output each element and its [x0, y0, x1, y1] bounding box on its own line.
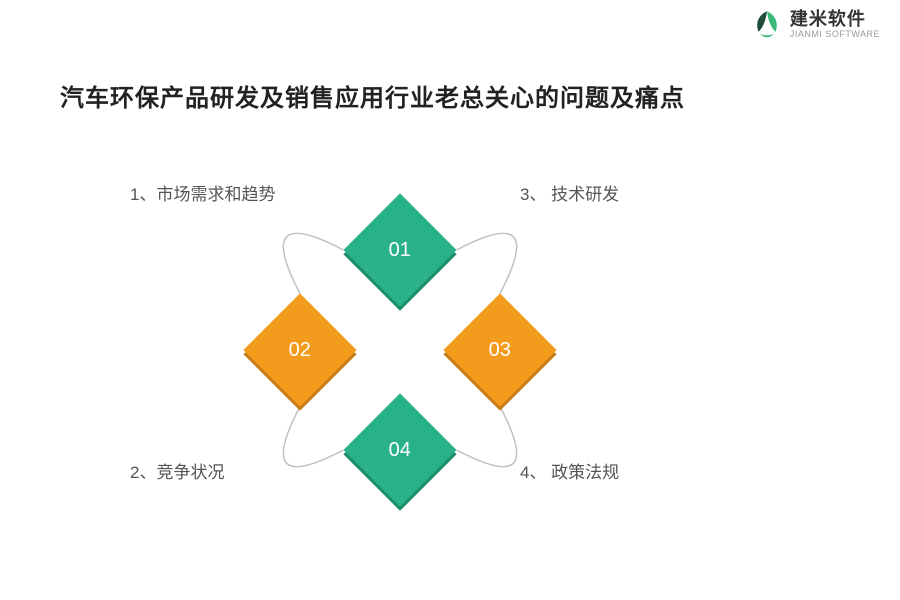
connector-arc: [283, 233, 343, 293]
diamond-number: 04: [389, 439, 411, 462]
label-2: 3、 技术研发: [520, 180, 619, 205]
connector-arc: [457, 407, 517, 467]
diamond-number: 03: [489, 339, 511, 362]
diamond-number: 01: [389, 239, 411, 262]
connector-lines: [0, 160, 900, 560]
label-1: 1、市场需求和趋势: [130, 180, 275, 205]
connector-arc: [457, 233, 517, 293]
logo-leaf-dark: [757, 11, 767, 31]
logo: 建米软件 JIANMI SOFTWARE: [750, 8, 880, 42]
logo-text: 建米软件 JIANMI SOFTWARE: [790, 10, 880, 40]
logo-cn: 建米软件: [790, 10, 880, 30]
logo-icon: [750, 8, 784, 42]
diagram: 01 02 03 04 1、市场需求和趋势 3、 技术研发 2、竞争状况 4、 政策法规: [0, 160, 900, 560]
diamond-number: 02: [289, 339, 311, 362]
logo-en: JIANMI SOFTWARE: [790, 30, 880, 40]
page-title: 汽车环保产品研发及销售应用行业老总关心的问题及痛点: [60, 78, 685, 113]
connector-arc: [283, 407, 343, 467]
label-3: 2、竞争状况: [130, 458, 224, 483]
label-4: 4、 政策法规: [520, 458, 619, 483]
